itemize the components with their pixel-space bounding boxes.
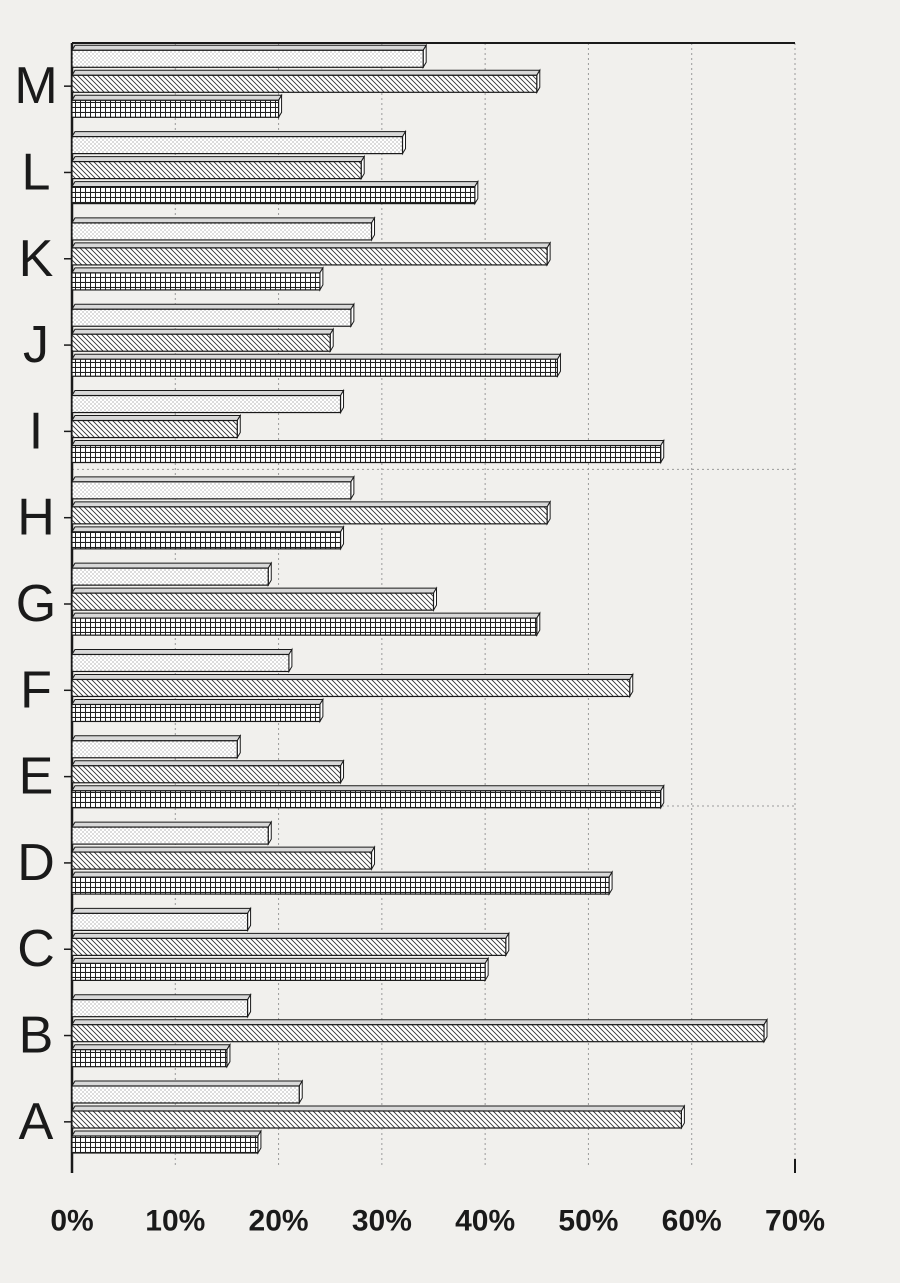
bar-tak-f xyxy=(71,697,324,724)
bar-nie-m xyxy=(71,68,541,95)
bar-trudno-powiedzie-k xyxy=(71,216,376,242)
bar-tak-j xyxy=(71,352,562,379)
bar-tak-i xyxy=(71,438,665,465)
bar-tak-b xyxy=(71,1042,231,1069)
category-label-b: B xyxy=(19,1007,54,1065)
bar-nie-e xyxy=(71,758,345,785)
bar-trudno-powiedzie-m xyxy=(71,43,428,70)
category-label-j: J xyxy=(23,316,49,374)
category-label-c: C xyxy=(17,920,55,978)
bar-nie-j xyxy=(71,327,335,354)
bar-tak-e xyxy=(71,783,665,810)
bar-nie-c xyxy=(71,931,510,958)
bar-nie-h xyxy=(71,500,551,526)
category-label-h: H xyxy=(17,489,55,547)
bar-trudno-powiedzie-f xyxy=(71,647,293,674)
bar-trudno-powiedzie-d xyxy=(71,820,273,846)
tick-label: 70% xyxy=(765,1205,825,1238)
bar-nie-l xyxy=(71,154,366,181)
tick-label: 20% xyxy=(249,1205,309,1238)
bar-trudno-powiedzie-j xyxy=(71,302,355,329)
bar-nie-d xyxy=(71,845,376,871)
bar-trudno-powiedzie-a xyxy=(71,1079,304,1105)
bar-trudno-powiedzie-g xyxy=(71,561,273,587)
tick-label: 50% xyxy=(558,1205,618,1238)
bar-nie-f xyxy=(71,672,634,699)
bar-trudno-powiedzie-l xyxy=(71,129,407,156)
tick-label: 10% xyxy=(145,1205,205,1238)
bar-nie-b xyxy=(71,1017,768,1044)
category-label-g: G xyxy=(16,575,56,633)
bar-tak-d xyxy=(71,870,613,896)
category-label-f: F xyxy=(20,661,52,719)
bar-trudno-powiedzie-c xyxy=(71,906,252,933)
bar-tak-h xyxy=(71,525,345,551)
bar-tak-a xyxy=(71,1129,262,1155)
bar-tak-m xyxy=(71,93,283,120)
bar-trudno-powiedzie-h xyxy=(71,475,355,501)
category-label-l: L xyxy=(22,143,51,201)
category-label-d: D xyxy=(17,834,55,892)
tick-label: 60% xyxy=(662,1205,722,1238)
bar-tak-c xyxy=(71,956,490,983)
bar-nie-k xyxy=(71,241,551,267)
bar-trudno-powiedzie-b xyxy=(71,992,252,1019)
tick-label: 30% xyxy=(352,1205,412,1238)
bar-nie-i xyxy=(71,413,242,440)
bar-tak-g xyxy=(71,611,541,637)
category-label-m: M xyxy=(14,57,57,115)
bar-nie-g xyxy=(71,586,438,612)
category-label-a: A xyxy=(19,1093,54,1151)
bar-tak-k xyxy=(71,266,324,292)
category-label-k: K xyxy=(19,230,54,288)
category-label-e: E xyxy=(19,748,54,806)
bar-trudno-powiedzie-i xyxy=(71,388,345,415)
bar-trudno-powiedzie-e xyxy=(71,733,242,760)
category-label-i: I xyxy=(29,402,43,460)
bar-nie-a xyxy=(71,1104,686,1130)
tick-label: 40% xyxy=(455,1205,515,1238)
tick-label: 0% xyxy=(50,1205,93,1238)
bar-tak-l xyxy=(71,179,479,206)
